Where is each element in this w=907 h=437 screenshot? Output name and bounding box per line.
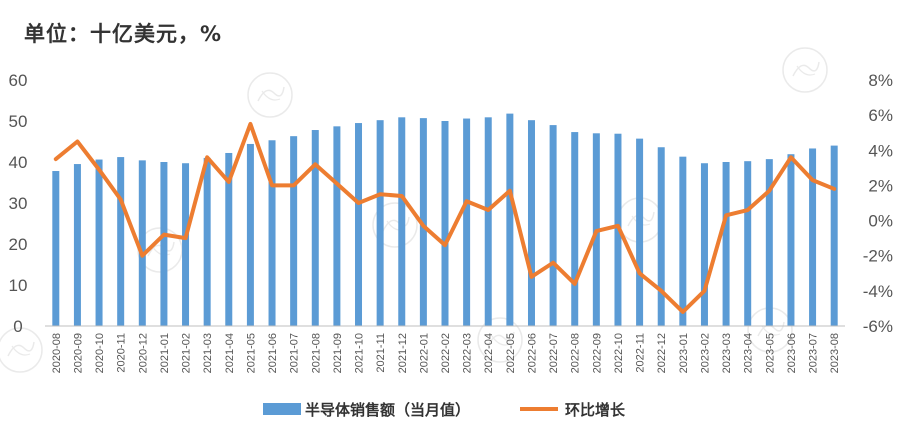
bar (376, 120, 384, 327)
bar (138, 160, 146, 326)
bar (160, 162, 168, 326)
x-tick-label: 2022-01 (418, 333, 430, 373)
bar (73, 164, 81, 326)
bar (311, 130, 319, 326)
bar (52, 171, 60, 326)
bar (441, 121, 449, 326)
y-right-tick-label: -6% (863, 317, 893, 336)
y-right-tick-label: 2% (868, 176, 893, 195)
x-tick-label: 2022-03 (462, 333, 474, 373)
bar (679, 156, 687, 326)
x-tick-label: 2021-11 (375, 333, 387, 373)
x-tick-label: 2022-05 (505, 333, 517, 373)
bar (787, 154, 795, 326)
x-tick-label: 2021-05 (245, 333, 257, 373)
bar (463, 118, 471, 326)
bar (333, 126, 341, 326)
x-tick-label: 2021-09 (332, 333, 344, 373)
y-left-tick-label: 10 (9, 276, 28, 295)
bar (722, 162, 730, 326)
x-tick-label: 2023-04 (743, 333, 755, 373)
bar (117, 157, 125, 326)
legend-bar-swatch (263, 403, 301, 415)
x-tick-label: 2023-03 (721, 333, 733, 373)
x-tick-label: 2023-05 (764, 333, 776, 373)
x-tick-label: 2022-02 (440, 333, 452, 373)
x-tick-label: 2021-02 (181, 333, 193, 373)
bar (765, 159, 773, 326)
x-tick-label: 2022-04 (483, 333, 495, 373)
unit-label: 单位：十亿美元，% (24, 22, 223, 46)
watermark-logo (782, 47, 828, 93)
y-left-tick-label: 30 (9, 194, 28, 213)
bar (506, 113, 514, 327)
bar (830, 145, 838, 326)
x-tick-label: 2022-11 (635, 333, 647, 373)
bar (203, 157, 211, 326)
x-tick-label: 2022-08 (570, 333, 582, 373)
bar (484, 117, 492, 326)
x-tick-label: 2023-07 (808, 333, 820, 373)
line-series (53, 121, 837, 314)
bar (290, 136, 298, 326)
y-right-tick-label: 8% (868, 71, 893, 90)
x-tick-label: 2020-10 (94, 333, 106, 373)
y-left-tick-label: 40 (9, 153, 28, 172)
x-tick-label: 2021-04 (224, 333, 236, 373)
x-tick-label: 2023-08 (829, 333, 841, 373)
bar (182, 163, 190, 326)
x-tick-label: 2021-07 (289, 333, 301, 373)
y-right-tick-label: -2% (863, 247, 893, 266)
x-tick-label: 2021-03 (202, 333, 214, 373)
bar-series (52, 113, 838, 327)
x-tick-label: 2022-12 (656, 333, 668, 373)
x-tick-label: 2023-06 (786, 333, 798, 373)
bar (419, 118, 427, 326)
legend-line-label: 环比增长 (565, 401, 626, 419)
legend-bar-label: 半导体销售额（当月值） (305, 401, 470, 419)
x-tick-label: 2021-08 (310, 333, 322, 373)
bar (744, 161, 752, 326)
x-tick-label: 2020-12 (137, 333, 149, 373)
y-right-tick-label: 4% (868, 141, 893, 160)
bar (225, 152, 233, 326)
x-tick-label: 2021-10 (354, 333, 366, 373)
y-left-tick-label: 0 (13, 317, 22, 336)
bar (700, 163, 708, 326)
bar (549, 125, 557, 326)
bar (95, 159, 103, 326)
legend: 半导体销售额（当月值） 环比增长 (263, 401, 626, 419)
y-right-tick-label: 6% (868, 106, 893, 125)
bar (527, 120, 535, 327)
y-right-tick-label: -4% (863, 282, 893, 301)
bar (268, 140, 276, 326)
x-tick-label: 2021-06 (267, 333, 279, 373)
bar (571, 132, 579, 326)
bar (246, 143, 254, 326)
x-tick-label: 2023-02 (700, 333, 712, 373)
axes: 0 10 20 30 40 50 60 -6% -4% -2% 0% 2% 4% 6% 8% 2020-08 2… (9, 71, 893, 373)
bar (398, 117, 406, 326)
x-tick-label: 2022-06 (527, 333, 539, 373)
bar (355, 123, 363, 326)
y-left-tick-label: 60 (9, 71, 28, 90)
x-tick-label: 2022-09 (591, 333, 603, 373)
bar (809, 148, 817, 326)
x-tick-label: 2020-08 (51, 333, 63, 373)
bar (657, 147, 665, 326)
x-tick-label: 2020-09 (72, 333, 84, 373)
x-tick-label: 2023-01 (678, 333, 690, 373)
x-tick-label: 2022-07 (548, 333, 560, 373)
x-tick-label: 2021-12 (397, 333, 409, 373)
bar (636, 138, 644, 326)
x-tick-label: 2020-11 (116, 333, 128, 373)
watermark-logo (247, 72, 293, 118)
y-left-tick-label: 20 (9, 235, 28, 254)
y-left-tick-label: 50 (9, 112, 28, 131)
x-tick-label: 2022-10 (613, 333, 625, 373)
x-tick-label: 2021-01 (159, 333, 171, 373)
y-right-tick-label: 0% (868, 212, 893, 231)
